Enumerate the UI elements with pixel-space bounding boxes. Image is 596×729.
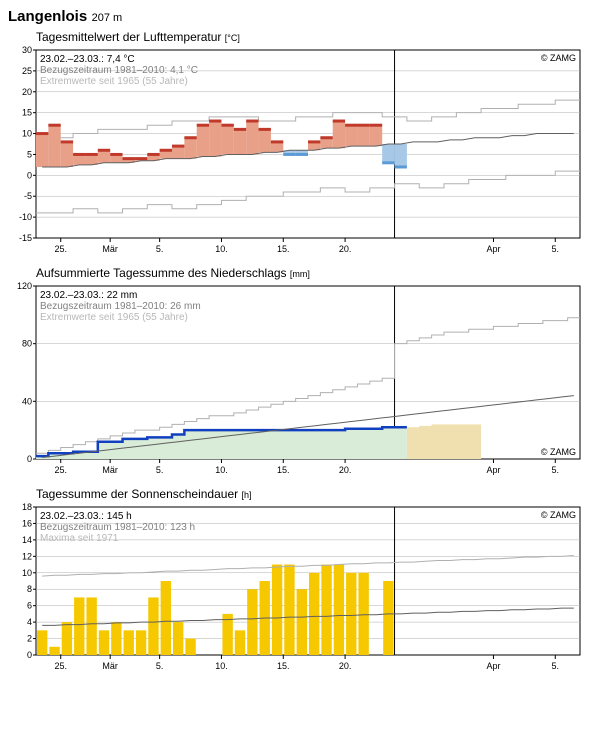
svg-text:-10: -10 xyxy=(19,212,32,222)
svg-text:Extremwerte seit 1965 (55 Jahr: Extremwerte seit 1965 (55 Jahre) xyxy=(40,312,188,323)
station-name: Langenlois xyxy=(8,8,87,25)
svg-text:5: 5 xyxy=(27,149,32,159)
svg-text:25.: 25. xyxy=(54,661,67,671)
svg-text:25.: 25. xyxy=(54,465,67,475)
svg-text:Bezugszeitraum 1981–2010: 123: Bezugszeitraum 1981–2010: 123 h xyxy=(40,522,195,533)
svg-text:20.: 20. xyxy=(339,465,352,475)
sunshine-chart: Tagessumme der Sonnenscheindauer [h] 0 2 4… xyxy=(8,487,588,673)
chart-title: Tagessumme der Sonnenscheindauer [h] xyxy=(36,487,588,501)
svg-text:5.: 5. xyxy=(156,661,164,671)
svg-text:5.: 5. xyxy=(156,465,164,475)
svg-text:-15: -15 xyxy=(19,233,32,243)
svg-text:Apr: Apr xyxy=(486,244,500,254)
svg-text:15.: 15. xyxy=(277,465,290,475)
svg-text:20: 20 xyxy=(22,87,32,97)
precipitation-chart: Aufsummierte Tagessumme des Niederschlag… xyxy=(8,266,588,477)
svg-text:14: 14 xyxy=(22,535,32,545)
temperature-svg: -15 -10 -5 0 5 10 15 20 25 30 25. Mär 5. 10. 15. 20. Apr… xyxy=(8,46,588,256)
svg-text:Mär: Mär xyxy=(102,661,118,671)
svg-text:5.: 5. xyxy=(552,244,560,254)
svg-text:Apr: Apr xyxy=(486,661,500,671)
station-elevation: 207 m xyxy=(92,12,123,24)
svg-text:10.: 10. xyxy=(215,661,228,671)
svg-text:16: 16 xyxy=(22,518,32,528)
svg-text:80: 80 xyxy=(22,339,32,349)
svg-text:15.: 15. xyxy=(277,244,290,254)
svg-text:25: 25 xyxy=(22,66,32,76)
svg-text:6: 6 xyxy=(27,601,32,611)
svg-text:0: 0 xyxy=(27,454,32,464)
svg-text:20.: 20. xyxy=(339,661,352,671)
svg-text:Apr: Apr xyxy=(486,465,500,475)
svg-text:Bezugszeitraum 1981–2010: 26 m: Bezugszeitraum 1981–2010: 26 mm xyxy=(40,301,201,312)
sunshine-svg: 0 2 4 6 8 10 12 14 16 18 25. Mär 5. 10. 15. 20. Apr 5. © Z… xyxy=(8,503,588,673)
chart-title: Aufsummierte Tagessumme des Niederschlag… xyxy=(36,266,588,280)
svg-text:0: 0 xyxy=(27,650,32,660)
svg-text:10.: 10. xyxy=(215,465,228,475)
svg-text:5.: 5. xyxy=(552,465,560,475)
svg-text:© ZAMG: © ZAMG xyxy=(541,447,576,457)
svg-text:5.: 5. xyxy=(552,661,560,671)
svg-text:5.: 5. xyxy=(156,244,164,254)
svg-text:© ZAMG: © ZAMG xyxy=(541,510,576,520)
svg-text:8: 8 xyxy=(27,584,32,594)
svg-text:10: 10 xyxy=(22,129,32,139)
svg-text:Mär: Mär xyxy=(102,244,118,254)
chart-title: Tagesmittelwert der Lufttemperatur [°C] xyxy=(36,30,588,44)
svg-text:10.: 10. xyxy=(215,244,228,254)
svg-text:10: 10 xyxy=(22,568,32,578)
svg-text:Bezugszeitraum 1981–2010: 4,1: Bezugszeitraum 1981–2010: 4,1 °C xyxy=(40,65,198,76)
svg-text:2: 2 xyxy=(27,634,32,644)
svg-text:Mär: Mär xyxy=(102,465,118,475)
precipitation-svg: 0 40 80 120 25. Mär 5. 10. 15. 20. Apr 5. © ZAMG 23.0… xyxy=(8,282,588,477)
svg-text:Maxima seit 1971: Maxima seit 1971 xyxy=(40,533,119,544)
svg-text:15.: 15. xyxy=(277,661,290,671)
svg-text:18: 18 xyxy=(22,503,32,512)
svg-text:0: 0 xyxy=(27,170,32,180)
temperature-chart: Tagesmittelwert der Lufttemperatur [°C] … xyxy=(8,30,588,256)
svg-text:20.: 20. xyxy=(339,244,352,254)
svg-text:Extremwerte seit 1965 (55 Jahr: Extremwerte seit 1965 (55 Jahre) xyxy=(40,76,188,87)
svg-text:12: 12 xyxy=(22,551,32,561)
svg-text:120: 120 xyxy=(17,282,32,291)
svg-text:23.02.–23.03.: 7,4 °C: 23.02.–23.03.: 7,4 °C xyxy=(40,54,135,65)
svg-text:40: 40 xyxy=(22,396,32,406)
svg-text:23.02.–23.03.: 145 h: 23.02.–23.03.: 145 h xyxy=(40,511,132,522)
svg-text:© ZAMG: © ZAMG xyxy=(541,53,576,63)
station-header: Langenlois 207 m xyxy=(8,8,588,26)
svg-text:15: 15 xyxy=(22,108,32,118)
svg-text:23.02.–23.03.: 22 mm: 23.02.–23.03.: 22 mm xyxy=(40,290,137,301)
svg-text:4: 4 xyxy=(27,617,32,627)
svg-text:25.: 25. xyxy=(54,244,67,254)
svg-text:30: 30 xyxy=(22,46,32,55)
svg-text:-5: -5 xyxy=(24,191,32,201)
